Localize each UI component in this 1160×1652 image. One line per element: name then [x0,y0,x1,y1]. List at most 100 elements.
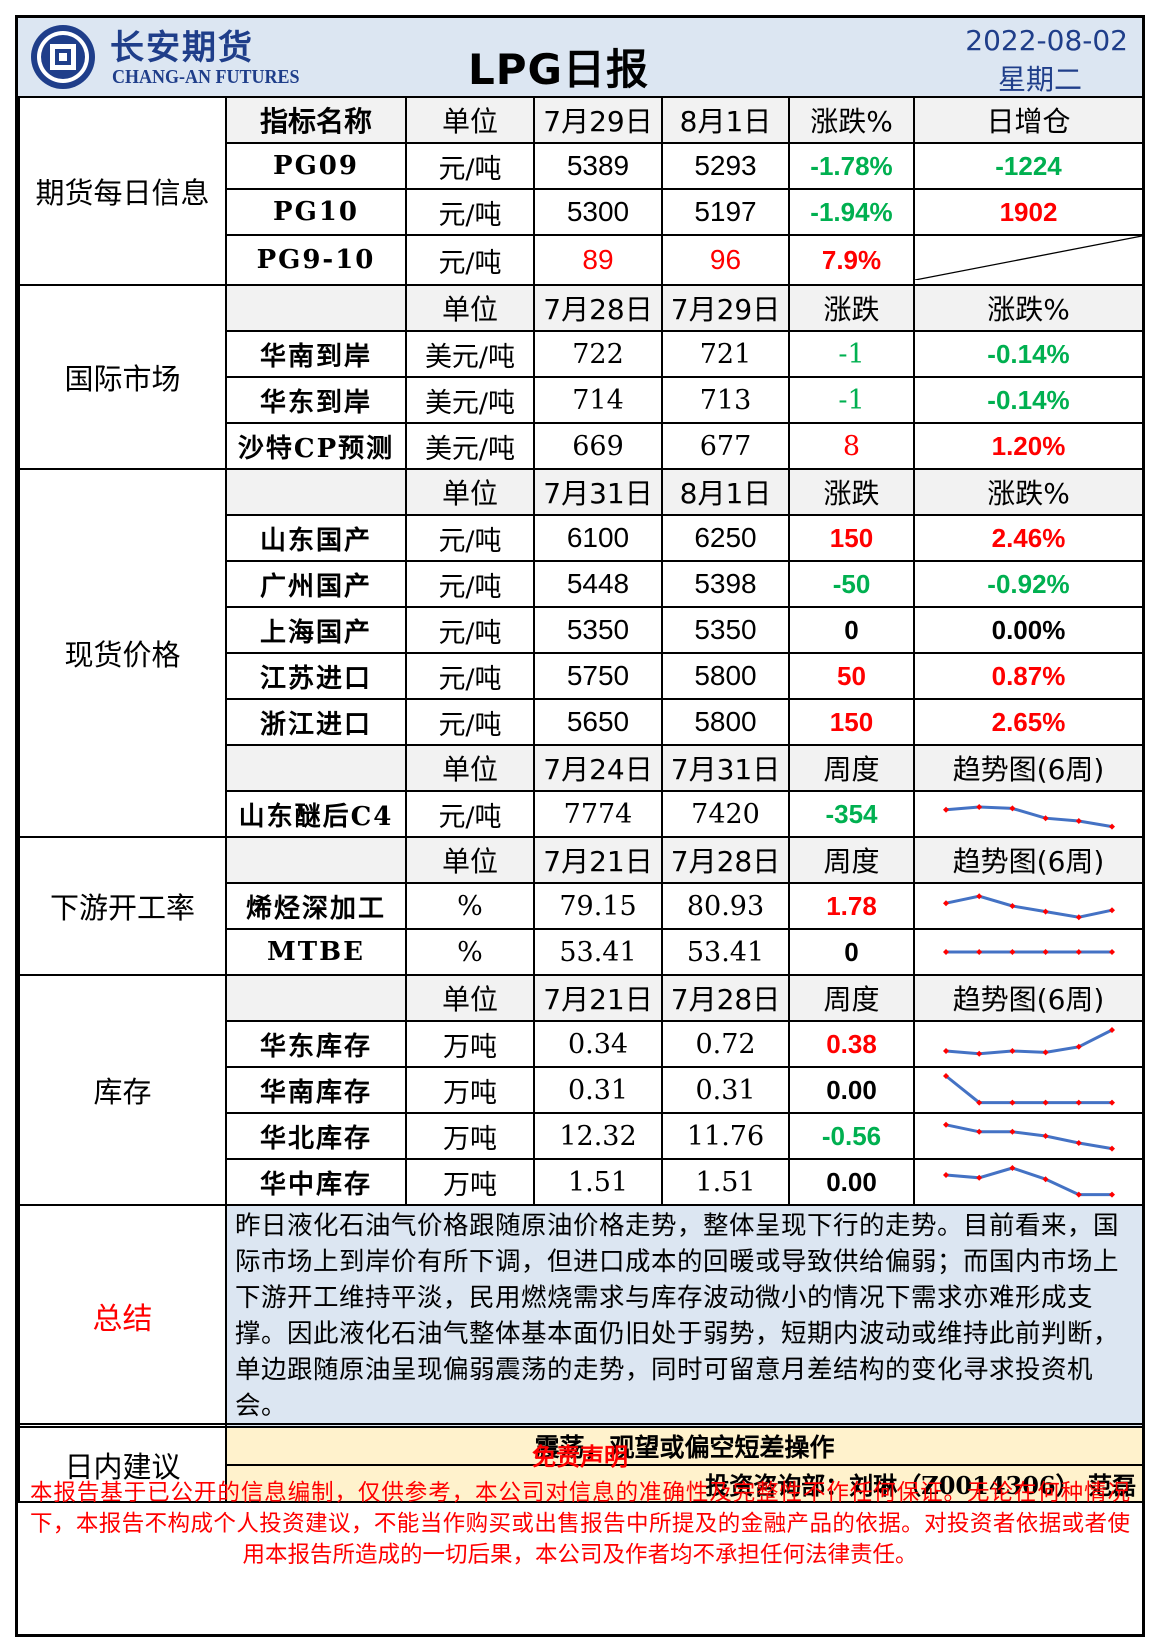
row-value-2: 5350 [661,606,790,654]
section-inventory: 库存 [18,974,227,1206]
trend-point [1042,1176,1049,1183]
trend-sparkline [942,893,1115,921]
trend-cell [913,1020,1144,1068]
col-header: 7月28日 [661,836,790,884]
col-header: 单位 [405,96,535,144]
trend-point [1075,1043,1082,1050]
row-value-2: 1.51 [661,1158,790,1206]
col-header: 7月24日 [533,744,663,792]
row-value-1: 5300 [533,188,663,236]
table-row: MTBE % 53.41 53.41 0 [19,928,1144,976]
trend-sparkline [942,1121,1115,1152]
col-header: 单位 [405,744,535,792]
trend-point [1108,1145,1115,1152]
row-unit: 元/吨 [405,652,535,700]
trend-point [975,804,982,810]
row-value-2: 5293 [661,142,790,190]
row-unit: 元/吨 [405,188,535,236]
col-header: 涨跌 [788,468,915,516]
diagonal-line-icon [916,237,1141,281]
row-change-pct: -0.14% [913,376,1144,424]
row-value-1: 53.41 [533,928,663,976]
row-value-1: 5448 [533,560,663,608]
row-unit: 元/吨 [405,560,535,608]
table-row: 华北库存 万吨 12.32 11.76 -0.56 [19,1112,1144,1160]
trend-point [1008,1128,1015,1135]
row-change: 0.00 [788,1066,915,1114]
row-unit: 万吨 [405,1112,535,1160]
col-header: 7月31日 [533,468,663,516]
trend-point [1075,1099,1082,1106]
col-header: 日增仓 [913,96,1144,144]
trend-point [1075,914,1082,921]
trend-point [942,900,949,907]
summary-text: 昨日液化石油气价格跟随原油价格走势，整体呈现下行的走势。目前看来，国际市场上到岸… [225,1204,1144,1428]
inventory-header-row: 库存 单位 7月21日 7月28日 周度 趋势图(6周) [18,974,1144,1206]
company-logo-icon [31,25,95,89]
row-value-2: 5800 [661,698,790,746]
trend-point [1008,1048,1015,1054]
row-change: 150 [788,514,915,562]
col-header: 涨跌% [788,96,915,144]
row-unit: 元/吨 [405,514,535,562]
trend-point [1042,1099,1049,1106]
row-value-2: 677 [661,422,790,470]
row-value-1: 714 [533,376,663,424]
row-change: -1 [788,376,915,424]
report-sheet: 长安期货 CHANG-AN FUTURES LPG日报 2022-08-02 星… [15,15,1145,1637]
col-header: 7月28日 [661,974,790,1022]
report-title: LPG日报 [468,45,650,94]
trend-point [942,1048,949,1054]
row-name: 山东醚后C4 [225,790,407,838]
table-row: 华中库存 万吨 1.51 1.51 0.00 [19,1158,1144,1206]
row-name: 华中库存 [225,1158,407,1206]
row-change-pct: 2.46% [913,514,1144,562]
row-value-1: 5389 [533,142,663,190]
trend-point [1008,1099,1015,1106]
trend-point [1108,1027,1115,1033]
row-value-1: 0.31 [533,1066,663,1114]
row-unit: 元/吨 [405,698,535,746]
report-header: 长安期货 CHANG-AN FUTURES LPG日报 2022-08-02 星… [18,18,1142,98]
trend-point [1042,1133,1049,1139]
table-row: 华南到岸 美元/吨 722 721 -1 -0.14% [19,330,1144,378]
trend-line [945,805,1112,829]
section-futures: 期货每日信息 [18,96,227,286]
col-header: 涨跌% [913,284,1144,332]
disclaimer-text: 本报告基于已公开的信息编制，仅供参考，本公司对信息的准确性及完整性不作任何保证。… [30,1480,1130,1568]
row-change-pct: -1.78% [788,142,915,190]
trend-sparkline [942,804,1115,830]
col-header: 周度 [788,744,915,792]
trend-sparkline [942,949,1115,955]
row-change: -1 [788,330,915,378]
row-value-1: 79.15 [533,882,663,930]
trend-line [945,894,1112,919]
row-change: 50 [788,652,915,700]
col-header: 指标名称 [225,96,407,144]
row-value-1: 0.34 [533,1020,663,1068]
row-value-1: 5650 [533,698,663,746]
trend-point [975,1128,982,1135]
col-header: 趋势图(6周) [913,974,1144,1022]
summary-row: 总结 昨日液化石油气价格跟随原油价格走势，整体呈现下行的走势。目前看来，国际市场… [18,1204,1144,1428]
table-row: 山东国产 元/吨 6100 6250 150 2.46% [19,514,1144,562]
row-name: 沙特CP预测 [225,422,407,470]
row-change-pct: -0.92% [913,560,1144,608]
row-open-interest: -1224 [913,142,1144,190]
table-row: 烯烃深加工 % 79.15 80.93 1.78 [19,882,1144,930]
advice-text: 震荡，观望或偏空短差操作 [225,1426,1144,1466]
row-value-2: 7420 [661,790,790,838]
row-name: 江苏进口 [225,652,407,700]
disclaimer: 免责声明 本报告基于已公开的信息编制，仅供参考，本公司对信息的准确性及完整性不作… [18,1423,1142,1637]
trend-cell [913,882,1144,930]
trend-point [975,893,982,900]
col-header: 周度 [788,836,915,884]
row-unit: 元/吨 [405,142,535,190]
table-row: PG09 元/吨 5389 5293 -1.78% -1224 [19,142,1144,190]
spot-header-row: 现货价格 单位 7月31日 8月1日 涨跌 涨跌% [18,468,1144,838]
row-unit: 元/吨 [405,606,535,654]
row-change: 0.00 [788,1158,915,1206]
row-unit: 美元/吨 [405,330,535,378]
row-unit: % [405,928,535,976]
report-date: 2022-08-02 [965,24,1128,57]
